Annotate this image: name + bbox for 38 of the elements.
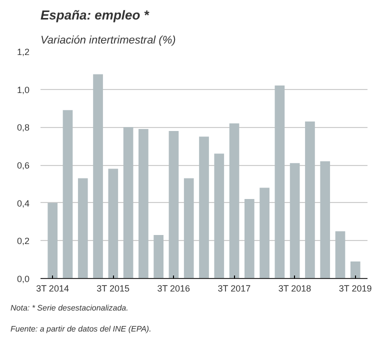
- bar: [78, 178, 88, 278]
- bar: [229, 123, 240, 278]
- y-tick-label: 1,0: [16, 84, 30, 95]
- bar: [335, 231, 346, 278]
- bar: [305, 121, 315, 278]
- chart-title: España: empleo *: [40, 8, 150, 22]
- bar: [199, 136, 209, 278]
- y-tick-label: 0,0: [16, 274, 30, 284]
- bar: [138, 129, 148, 278]
- x-tick-label: 3T 2017: [218, 284, 251, 294]
- bar: [62, 110, 73, 278]
- bar: [274, 86, 285, 278]
- bar: [168, 130, 179, 278]
- bar: [154, 234, 164, 278]
- bar: [350, 261, 360, 278]
- x-tick-label: 3T 2016: [157, 284, 190, 294]
- source-note: Fuente: a partir de datos del INE (EPA).: [10, 324, 152, 334]
- y-tick-label: 1,2: [16, 47, 30, 57]
- x-tick-label: 3T 2015: [96, 284, 130, 294]
- chart-subtitle: Variación intertrimestral (%): [40, 34, 176, 46]
- y-tick-label: 0,2: [16, 236, 30, 246]
- y-tick-label: 0,6: [16, 160, 30, 170]
- text: Nota: * Serie desestacionalizada.: [10, 304, 128, 312]
- bar: [93, 74, 103, 278]
- bar: [290, 163, 300, 278]
- y-tick-label: 0,4: [16, 198, 30, 208]
- bar: [123, 127, 134, 278]
- bar: [320, 161, 330, 278]
- x-tick-label: 3T 2014: [36, 284, 69, 294]
- bar: [108, 168, 118, 278]
- bar: [244, 199, 254, 278]
- x-tick-label: 3T 2019: [338, 284, 372, 294]
- bar: [48, 202, 58, 278]
- bar: [260, 188, 270, 278]
- bar: [184, 178, 194, 278]
- x-tick-label: 3T 2018: [278, 284, 312, 294]
- bar: [214, 154, 224, 278]
- y-tick-label: 0,8: [16, 122, 30, 133]
